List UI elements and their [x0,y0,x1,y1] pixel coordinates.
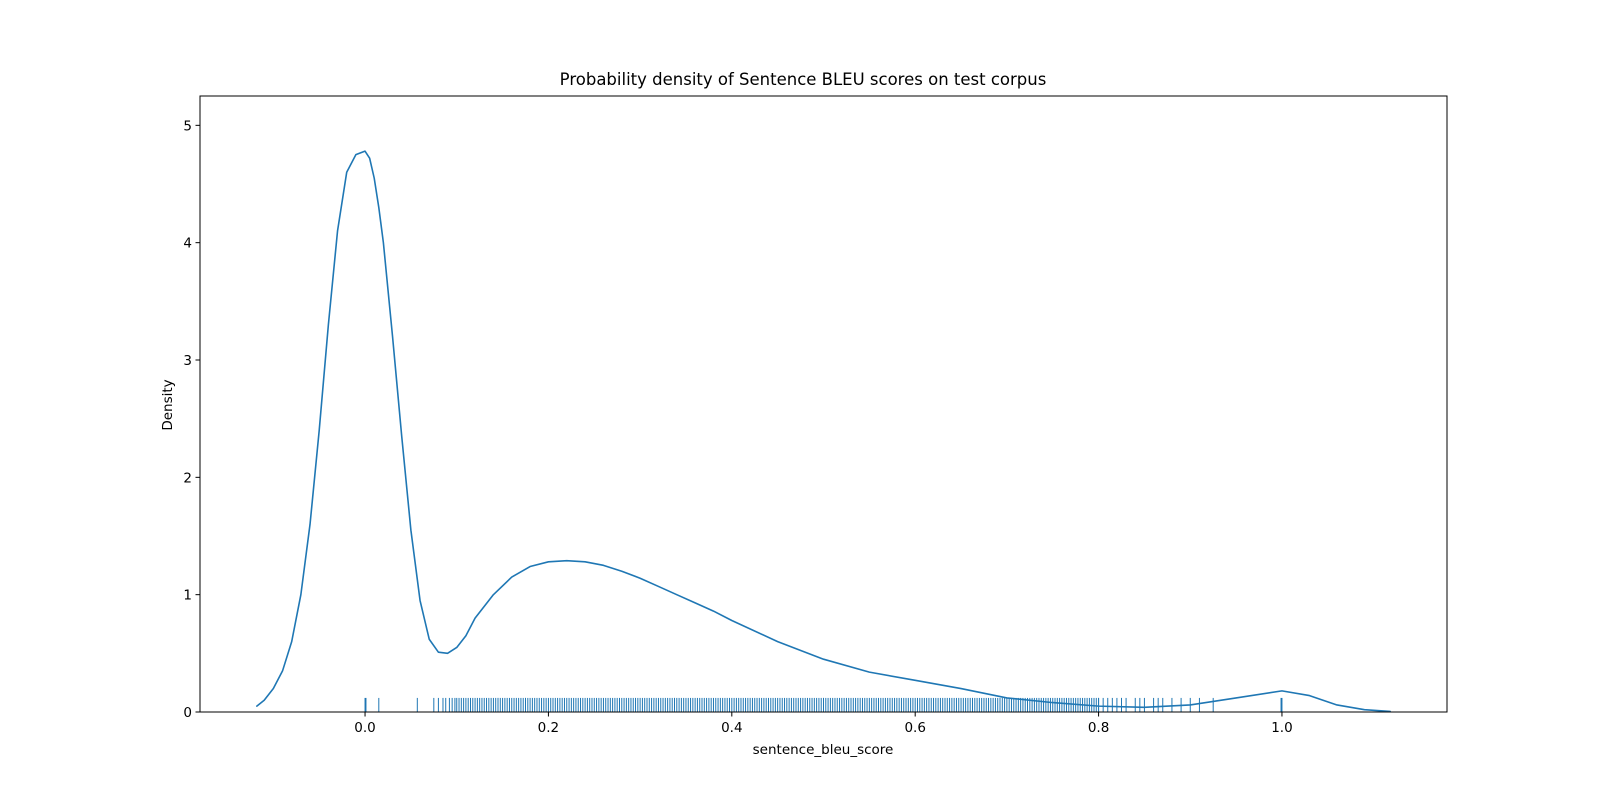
x-tick-label: 0.6 [904,720,925,736]
y-tick-label: 4 [183,236,192,252]
kde-density-line [256,150,1391,713]
x-tick-label: 0.8 [1088,720,1109,736]
rug-marks [364,697,1283,712]
y-tick-label: 5 [183,118,192,134]
x-axis-label: sentence_bleu_score [753,742,894,758]
y-axis-ticks: 0 1 2 3 4 5 [183,118,200,721]
y-tick-label: 2 [183,470,192,486]
y-axis-label: Density [160,379,176,430]
y-tick-label: 0 [183,705,192,721]
chart-title: Probability density of Sentence BLEU sco… [560,70,1047,89]
x-tick-label: 0.2 [538,720,559,736]
x-tick-label: 0.4 [721,720,742,736]
x-tick-label: 0.0 [354,720,375,736]
axes-frame [199,95,1448,713]
y-tick-label: 1 [183,588,192,604]
y-tick-label: 3 [183,353,192,369]
x-axis-ticks: 0.0 0.2 0.4 0.6 0.8 1.0 [354,712,1293,736]
x-tick-label: 1.0 [1271,720,1292,736]
plot-area [256,150,1391,713]
